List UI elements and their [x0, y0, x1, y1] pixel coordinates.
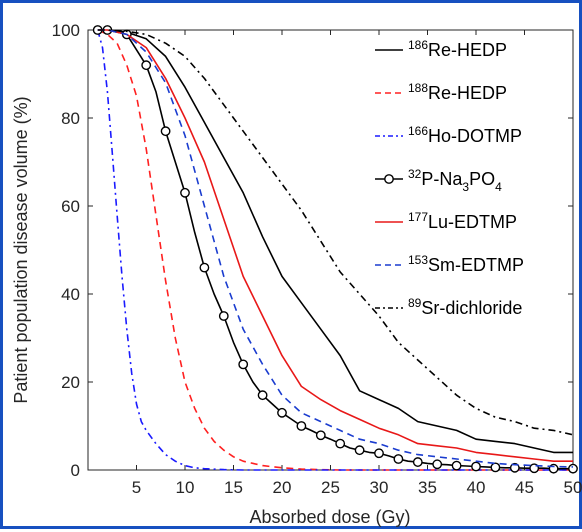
data-point [354, 445, 365, 456]
data-point [238, 359, 249, 370]
data-point [509, 462, 520, 473]
legend-label: 153Sm-EDTMP [408, 253, 524, 275]
legend-sup: 177 [408, 210, 428, 224]
legend-sup: 188 [408, 81, 428, 95]
legend-sup: 166 [408, 124, 428, 138]
x-tick-label: 50 [564, 478, 582, 497]
data-point [315, 430, 326, 441]
legend-label: 89Sr-dichloride [408, 296, 522, 318]
legend-item: 188Re-HEDP [375, 81, 507, 103]
legend-main: Re-HEDP [428, 83, 507, 103]
x-tick-label: 10 [176, 478, 195, 497]
legend-item: 32P-Na3PO4 [375, 167, 502, 194]
y-tick-label: 0 [71, 461, 80, 480]
x-tick-label: 15 [224, 478, 243, 497]
legend-item: 166Ho-DOTMP [375, 124, 522, 146]
data-point [432, 459, 443, 470]
series-153Sm-EDTMP [97, 29, 574, 468]
legend-main: P-Na [421, 169, 463, 189]
legend-marker [384, 174, 394, 184]
legend-item: 177Lu-EDTMP [375, 210, 517, 232]
series-line-186Re-HEDP [97, 29, 573, 454]
y-tick-label: 40 [61, 285, 80, 304]
legend-label: 32P-Na3PO4 [408, 167, 502, 194]
x-tick-label: 35 [418, 478, 437, 497]
data-point [141, 60, 152, 71]
x-tick-label: 25 [321, 478, 340, 497]
legend: 186Re-HEDP188Re-HEDP166Ho-DOTMP32P-Na3PO… [375, 38, 524, 318]
legend-label: 177Lu-EDTMP [408, 210, 517, 232]
legend-main: Ho-DOTMP [428, 126, 522, 146]
series-layer [92, 25, 578, 474]
series-32P-Na3PO4 [92, 25, 578, 474]
y-axis-title: Patient population disease volume (%) [11, 96, 31, 403]
x-tick-label: 5 [132, 478, 141, 497]
data-point [199, 262, 210, 273]
legend-sub2: 4 [495, 180, 502, 194]
x-tick-label: 30 [370, 478, 389, 497]
data-point [451, 460, 462, 471]
y-tick-label: 60 [61, 197, 80, 216]
series-188Re-HEDP [97, 29, 573, 471]
y-tick-label: 80 [61, 109, 80, 128]
data-point [568, 463, 578, 474]
series-line-177Lu-EDTMP [97, 29, 573, 463]
data-point [374, 448, 384, 459]
x-tick-label: 20 [273, 478, 292, 497]
series-line-153Sm-EDTMP [97, 29, 574, 468]
legend-item: 153Sm-EDTMP [375, 253, 524, 275]
data-point [471, 461, 481, 472]
legend-item: 186Re-HEDP [375, 38, 507, 60]
data-point [490, 462, 501, 473]
legend-item: 89Sr-dichloride [375, 296, 522, 318]
plot-background [88, 30, 573, 470]
data-point [160, 126, 171, 137]
legend-main: Sr-dichloride [421, 298, 522, 318]
data-point [257, 390, 268, 401]
y-tick-label: 100 [52, 21, 80, 40]
legend-sup: 153 [408, 253, 428, 267]
data-point [218, 311, 229, 321]
legend-main2: PO [469, 169, 495, 189]
x-tick-label: 45 [515, 478, 534, 497]
legend-main: Lu-EDTMP [428, 212, 517, 232]
data-point [277, 407, 287, 418]
y-tick-label: 20 [61, 373, 80, 392]
series-line-188Re-HEDP [97, 29, 573, 471]
legend-sup: 89 [408, 296, 422, 310]
legend-label: 188Re-HEDP [408, 81, 507, 103]
series-89Sr-dichloride [97, 29, 574, 436]
x-axis-title: Absorbed dose (Gy) [249, 507, 410, 527]
series-177Lu-EDTMP [97, 29, 573, 463]
axes-layer: 5 10 15 20 25 30 35 40 45 50 0 20 40 60 80 100 [52, 21, 582, 497]
data-point [393, 454, 404, 464]
data-point [335, 438, 346, 449]
data-point [412, 457, 423, 467]
legend-sub: 3 [462, 180, 469, 194]
legend-sup: 32 [408, 167, 422, 181]
series-line-89Sr-dichloride [97, 29, 574, 436]
series-186Re-HEDP [97, 29, 573, 454]
legend-main: Sm-EDTMP [428, 255, 524, 275]
legend-label: 186Re-HEDP [408, 38, 507, 60]
x-tick-label: 40 [467, 478, 486, 497]
data-point [180, 187, 190, 198]
data-point [296, 421, 307, 431]
legend-main: Re-HEDP [428, 40, 507, 60]
legend-sup: 186 [408, 38, 428, 52]
legend-label: 166Ho-DOTMP [408, 124, 522, 146]
